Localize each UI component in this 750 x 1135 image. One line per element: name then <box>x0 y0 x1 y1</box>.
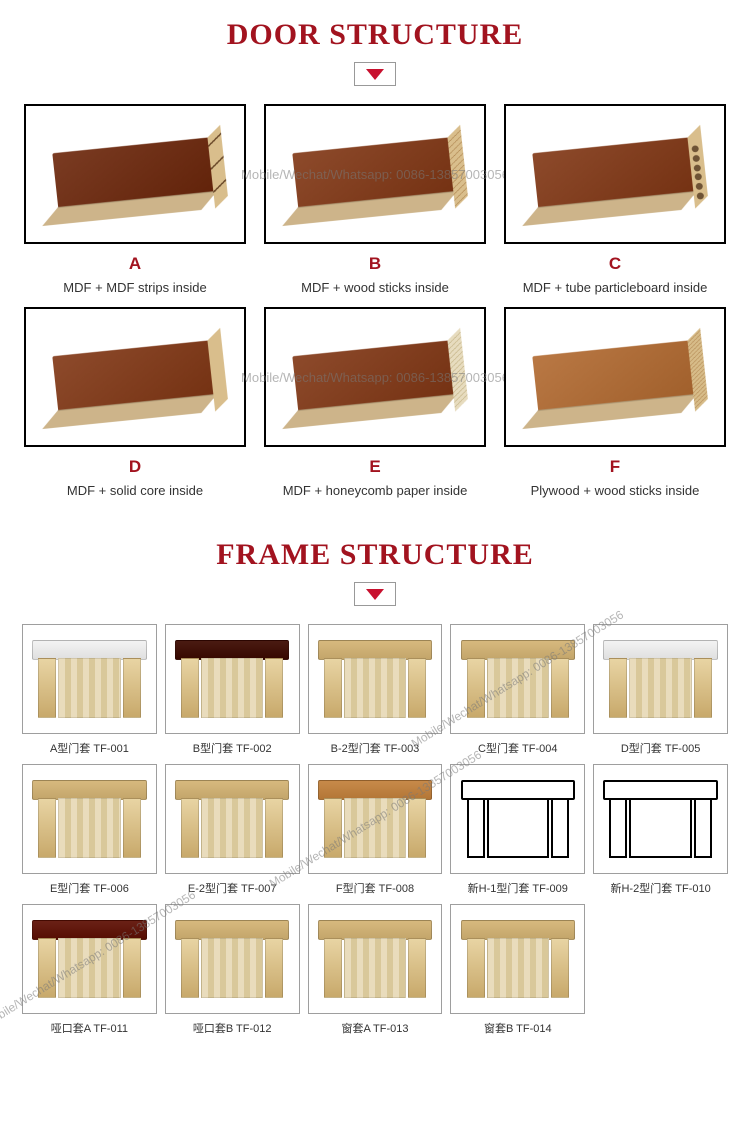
door-item-letter: D <box>24 457 246 477</box>
door-sample-image <box>24 307 246 447</box>
frame-sample-image <box>308 624 443 734</box>
frame-sample-image <box>450 904 585 1014</box>
door-item-desc: MDF + wood sticks inside <box>264 280 486 295</box>
door-item-desc: MDF + solid core inside <box>24 483 246 498</box>
door-item: F Plywood + wood sticks inside <box>504 307 726 498</box>
frame-item-label: 窗套B TF-014 <box>450 1020 585 1036</box>
door-item: Mobile/Wechat/Whatsapp: 0086-13857003056… <box>264 307 486 498</box>
frame-item-label: 哑口套B TF-012 <box>165 1020 300 1036</box>
door-item-letter: E <box>264 457 486 477</box>
door-item-desc: Plywood + wood sticks inside <box>504 483 726 498</box>
door-item-desc: MDF + tube particleboard inside <box>504 280 726 295</box>
door-sample-image <box>504 104 726 244</box>
frame-sample-image <box>308 904 443 1014</box>
frame-item-label: 新H-1型门套 TF-009 <box>450 880 585 896</box>
frame-item: A型门套 TF-001 <box>22 624 157 756</box>
door-item: Mobile/Wechat/Whatsapp: 0086-13857003056… <box>264 104 486 295</box>
door-item-letter: A <box>24 254 246 274</box>
frame-item: 窗套A TF-013 <box>308 904 443 1036</box>
frame-item-label: C型门套 TF-004 <box>450 740 585 756</box>
frame-sample-image <box>22 624 157 734</box>
frame-sample-image: Mobile/Wechat/Whatsapp: 0086-13857003056 <box>450 624 585 734</box>
frame-item: Mobile/Wechat/Whatsapp: 0086-13857003056… <box>450 624 585 756</box>
chevron-down-icon <box>366 589 384 600</box>
door-item-desc: MDF + MDF strips inside <box>24 280 246 295</box>
frame-section-title: FRAME STRUCTURE <box>0 538 750 572</box>
frame-sample-image <box>165 764 300 874</box>
frame-item: 哑口套B TF-012 <box>165 904 300 1036</box>
frame-sample-image <box>593 764 728 874</box>
frame-sample-image <box>22 764 157 874</box>
frame-structure-grid: A型门套 TF-001 B型门套 TF-002 B-2型门套 TF-003 Mobil… <box>0 624 750 1066</box>
frame-item: D型门套 TF-005 <box>593 624 728 756</box>
frame-item: Mobile/Wechat/Whatsapp: 0086-13857003056… <box>22 904 157 1036</box>
frame-item: E型门套 TF-006 <box>22 764 157 896</box>
frame-item: 新H-1型门套 TF-009 <box>450 764 585 896</box>
frame-item-label: 窗套A TF-013 <box>308 1020 443 1036</box>
frame-item-label: B型门套 TF-002 <box>165 740 300 756</box>
frame-item: B-2型门套 TF-003 <box>308 624 443 756</box>
door-item-desc: MDF + honeycomb paper inside <box>264 483 486 498</box>
door-sample-image <box>504 307 726 447</box>
frame-item: E-2型门套 TF-007 <box>165 764 300 896</box>
frame-sample-image <box>593 624 728 734</box>
frame-sample-image <box>165 624 300 734</box>
frame-item-label: F型门套 TF-008 <box>308 880 443 896</box>
door-item: D MDF + solid core inside <box>24 307 246 498</box>
frame-item-label: B-2型门套 TF-003 <box>308 740 443 756</box>
door-item-letter: F <box>504 457 726 477</box>
frame-item-label: 哑口套A TF-011 <box>22 1020 157 1036</box>
frame-item: 新H-2型门套 TF-010 <box>593 764 728 896</box>
frame-item: Mobile/Wechat/Whatsapp: 0086-13857003056… <box>308 764 443 896</box>
door-sample-image: Mobile/Wechat/Whatsapp: 0086-13857003056 <box>264 104 486 244</box>
chevron-down-icon <box>366 69 384 80</box>
arrow-indicator <box>354 582 396 606</box>
frame-item: 窗套B TF-014 <box>450 904 585 1036</box>
door-section-title: DOOR STRUCTURE <box>0 18 750 52</box>
door-sample-image: Mobile/Wechat/Whatsapp: 0086-13857003056 <box>264 307 486 447</box>
door-item-letter: B <box>264 254 486 274</box>
door-sample-image <box>24 104 246 244</box>
frame-item-label: A型门套 TF-001 <box>22 740 157 756</box>
frame-item-label: E型门套 TF-006 <box>22 880 157 896</box>
frame-sample-image <box>450 764 585 874</box>
frame-item: B型门套 TF-002 <box>165 624 300 756</box>
frame-sample-image: Mobile/Wechat/Whatsapp: 0086-13857003056 <box>308 764 443 874</box>
door-structure-grid: A MDF + MDF strips inside Mobile/Wechat/Wh… <box>0 104 750 508</box>
arrow-indicator <box>354 62 396 86</box>
frame-sample-image: Mobile/Wechat/Whatsapp: 0086-13857003056 <box>22 904 157 1014</box>
frame-sample-image <box>165 904 300 1014</box>
door-item-letter: C <box>504 254 726 274</box>
frame-item-label: 新H-2型门套 TF-010 <box>593 880 728 896</box>
door-item: C MDF + tube particleboard inside <box>504 104 726 295</box>
frame-item-label: E-2型门套 TF-007 <box>165 880 300 896</box>
frame-item-label: D型门套 TF-005 <box>593 740 728 756</box>
door-item: A MDF + MDF strips inside <box>24 104 246 295</box>
